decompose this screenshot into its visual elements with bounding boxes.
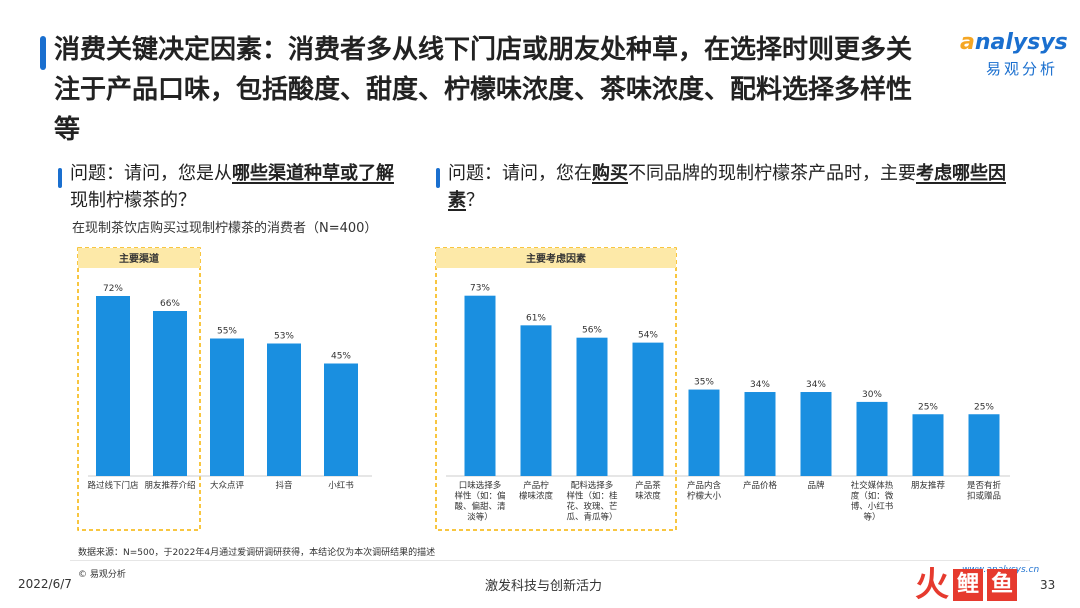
data-label: 53% <box>274 332 294 342</box>
right-highlight-header <box>436 248 676 268</box>
bar <box>464 295 496 476</box>
category-label: 产品茶味浓度 <box>635 480 661 502</box>
category-label: 路过线下门店 <box>87 480 139 491</box>
bar <box>968 414 1000 476</box>
category-label: 产品价格 <box>743 480 778 491</box>
data-label: 34% <box>750 380 770 390</box>
data-label: 25% <box>918 402 938 412</box>
bar <box>96 296 130 476</box>
bar <box>153 311 187 476</box>
data-source-note: 数据来源：N=500，于2022年4月通过爱调研调研获得，本结论仅为本次调研结果… <box>78 548 436 558</box>
huoliyu-logo: 火 鲤 鱼 <box>915 565 1035 605</box>
category-label: 口味选择多样性（如：偏酸、偏甜、清淡等） <box>454 480 506 523</box>
bar <box>210 338 244 476</box>
category-label: 抖音 <box>275 480 293 491</box>
left-highlight-box <box>77 247 201 531</box>
title-accent-bar <box>40 36 46 70</box>
analysys-logo: analysys 易观分析 <box>960 30 1070 80</box>
bar <box>688 389 720 476</box>
logo-o: a <box>960 30 975 55</box>
copyright: © 易观分析 <box>78 570 126 580</box>
data-label: 55% <box>217 327 237 337</box>
bar <box>912 414 944 476</box>
bar <box>520 325 552 476</box>
category-label: 小红书 <box>328 480 354 491</box>
page-number: 33 <box>1040 578 1056 592</box>
category-label: 社交媒体热度（如：微博、小红书等） <box>851 480 894 523</box>
bar <box>324 363 358 476</box>
left-highlight-header <box>78 248 200 268</box>
bar <box>576 337 608 476</box>
data-label: 72% <box>103 284 123 294</box>
footer-slogan: 激发科技与创新活力 <box>485 579 603 594</box>
data-label: 73% <box>470 284 490 294</box>
data-label: 34% <box>806 380 826 390</box>
data-label: 54% <box>638 331 658 341</box>
page-title: 消费关键决定因素：消费者多从线下门店或朋友处种草，在选择时则更多关注于产品口味，… <box>54 35 913 145</box>
category-label: 产品柠檬味浓度 <box>519 480 554 502</box>
footer-date: 2022/6/7 <box>18 577 72 591</box>
category-label: 产品内含柠檬大小 <box>687 480 722 502</box>
category-label: 朋友推荐 <box>911 480 946 491</box>
right-highlight-label: 主要考虑因素 <box>526 252 586 265</box>
category-label: 配料选择多样性（如：桂花、玫瑰、芒瓜、青瓜等） <box>566 480 618 523</box>
bar <box>632 342 664 476</box>
data-label: 25% <box>974 402 994 412</box>
logo-en-rest: nalysys <box>974 30 1068 55</box>
data-label: 35% <box>694 378 714 388</box>
logo-cn: 易观分析 <box>986 60 1059 78</box>
left-subtitle: 在现制茶饮店购买过现制柠檬茶的消费者（N=400） <box>72 221 378 236</box>
category-label: 大众点评 <box>210 480 245 491</box>
footer-divider <box>70 560 1030 561</box>
right-question-bar <box>436 168 440 188</box>
right-chart: 73% 口味选择多样性（如：偏酸、偏甜、清淡等） 61% 产品柠檬味浓度 56% 配料选择… <box>454 284 1001 523</box>
bar <box>744 392 776 476</box>
category-label: 品牌 <box>807 480 825 491</box>
category-label: 是否有折扣或赠品 <box>967 480 1002 502</box>
right-question: 问题：请问，您在购买不同品牌的现制柠檬茶产品时，主要考虑哪些因素？ <box>448 163 1006 211</box>
bar <box>267 343 301 476</box>
category-label: 朋友推荐介绍 <box>144 480 195 491</box>
left-chart: 72% 路过线下门店 66% 朋友推荐介绍 55% 大众点评 53% 抖音 45% 小红书 <box>87 284 358 491</box>
bar <box>800 392 832 476</box>
left-question-bar <box>58 168 62 188</box>
data-label: 56% <box>582 326 602 336</box>
data-label: 45% <box>331 352 351 362</box>
data-label: 61% <box>526 313 546 323</box>
data-label: 30% <box>862 390 882 400</box>
data-label: 66% <box>160 299 180 309</box>
bar <box>856 401 888 476</box>
left-question: 问题：请问，您是从哪些渠道种草或了解现制柠檬茶的？ <box>70 163 394 211</box>
left-highlight-label: 主要渠道 <box>119 252 159 265</box>
